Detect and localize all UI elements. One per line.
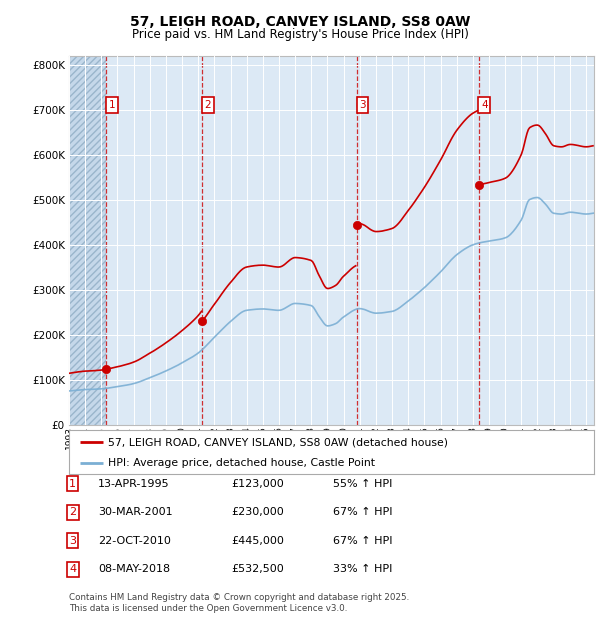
Text: Price paid vs. HM Land Registry's House Price Index (HPI): Price paid vs. HM Land Registry's House … <box>131 28 469 41</box>
Text: 1: 1 <box>69 479 76 489</box>
Text: 3: 3 <box>69 536 76 546</box>
Text: HPI: Average price, detached house, Castle Point: HPI: Average price, detached house, Cast… <box>109 458 376 468</box>
Text: Contains HM Land Registry data © Crown copyright and database right 2025.
This d: Contains HM Land Registry data © Crown c… <box>69 593 409 613</box>
Text: 4: 4 <box>481 100 488 110</box>
Text: £123,000: £123,000 <box>231 479 284 489</box>
Text: £532,500: £532,500 <box>231 564 284 574</box>
Text: £230,000: £230,000 <box>231 507 284 517</box>
Bar <box>69 56 106 425</box>
Text: £445,000: £445,000 <box>231 536 284 546</box>
Text: 4: 4 <box>69 564 76 574</box>
Text: 3: 3 <box>359 100 366 110</box>
Text: 2: 2 <box>69 507 76 517</box>
Text: 08-MAY-2018: 08-MAY-2018 <box>98 564 170 574</box>
Text: 30-MAR-2001: 30-MAR-2001 <box>98 507 172 517</box>
Text: 13-APR-1995: 13-APR-1995 <box>98 479 169 489</box>
Text: 67% ↑ HPI: 67% ↑ HPI <box>333 507 392 517</box>
Text: 57, LEIGH ROAD, CANVEY ISLAND, SS8 0AW: 57, LEIGH ROAD, CANVEY ISLAND, SS8 0AW <box>130 16 470 30</box>
Text: 22-OCT-2010: 22-OCT-2010 <box>98 536 170 546</box>
Text: 57, LEIGH ROAD, CANVEY ISLAND, SS8 0AW (detached house): 57, LEIGH ROAD, CANVEY ISLAND, SS8 0AW (… <box>109 437 448 447</box>
Text: 55% ↑ HPI: 55% ↑ HPI <box>333 479 392 489</box>
Text: 67% ↑ HPI: 67% ↑ HPI <box>333 536 392 546</box>
Text: 1: 1 <box>109 100 115 110</box>
Text: 2: 2 <box>205 100 211 110</box>
Text: 33% ↑ HPI: 33% ↑ HPI <box>333 564 392 574</box>
